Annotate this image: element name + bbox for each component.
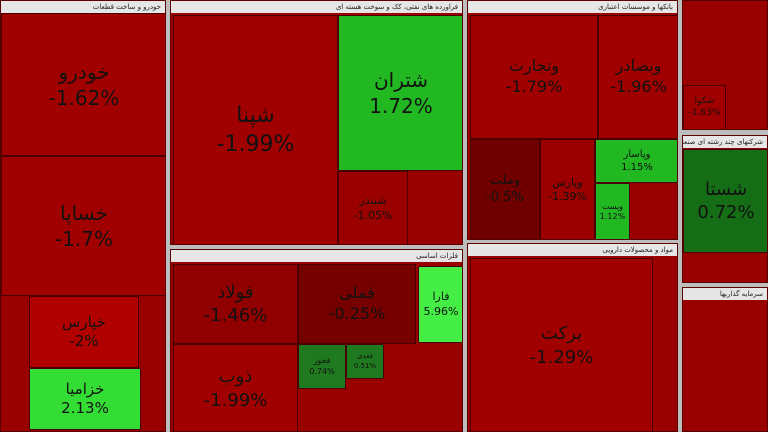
stock-tile: فخوز 0.74% [298,344,346,389]
stock-name: شتران [373,68,429,92]
stock-change: -1.05% [353,208,393,222]
sector-title: مواد و محصولات دارویی [468,244,677,256]
stock-change: -1.79% [505,77,563,96]
stock-change: -1.7% [54,227,114,251]
sector: شکوا -1.63% [682,0,768,130]
stock-name: وملت [489,173,521,189]
stock-tile: فولاد -1.46% [173,264,298,344]
sector-title: فلزات اساسی [171,250,462,262]
stock-change: -1.99% [203,389,268,411]
sector-title: شرکتهای چند رشته ای صنعتی [683,136,767,148]
stock-tile: فارا 5.96% [418,266,462,343]
stock-name: وتجارت [508,56,560,76]
stock-tile: ذوب -1.99% [173,344,298,431]
stock-name: خزامیا [65,379,105,398]
stock-name: شبندر [359,194,387,208]
stock-tile: وملت -0.5% [470,139,540,239]
sector-title: سرمایه گذاریها [683,288,767,300]
stock-name: وپاسار [623,149,651,160]
stock-change: 2.13% [61,399,109,417]
stock-change: -1.63% [688,108,721,118]
stock-name: خساپا [60,201,108,225]
sector-title: بانکها و موسسات اعتباری [468,1,677,13]
stock-name: فملی [339,283,375,303]
sector: خودرو و ساخت قطعات خودرو -1.62% خساپا -1.7% خ… [0,0,166,432]
stock-change: -1.46% [203,305,268,326]
stock-change: -1.99% [216,131,295,157]
stock-tile: شپنا -1.99% [173,15,338,244]
stock-tile: خساپا -1.7% [1,156,165,296]
stock-tile: وبصادر -1.96% [598,15,677,139]
stock-change: -1.62% [48,85,120,110]
stock-name: فغدی [357,352,373,361]
sector-title: فراورده های نفتی، کک و سوخت هسته ای [171,1,462,13]
stock-name: شپنا [236,102,275,128]
stock-tile: وتجارت -1.79% [470,15,598,139]
stock-change: -1.39% [548,190,587,203]
stock-tile: خزامیا 2.13% [29,368,141,430]
sector: شرکتهای چند رشته ای صنعتی شستا 0.72% [682,135,768,283]
stock-change: -0.5% [486,190,524,205]
stock-tile: خودرو -1.62% [1,13,165,156]
stock-tile: شستا 0.72% [683,149,767,253]
stock-name: خپارس [62,312,106,331]
stock-name: وپست [601,201,624,211]
sector: مواد و محصولات دارویی برکت -1.29% [467,243,678,432]
stock-change: 1.15% [621,162,653,173]
sector: سرمایه گذاریها [682,287,768,432]
stock-name: برکت [540,323,583,345]
stock-tile: شبندر -1.05% [338,171,408,244]
sector: فلزات اساسی فولاد -1.46% ذوب -1.99% فملی -0.25… [170,249,463,432]
stock-name: فخوز [313,356,331,366]
sector: فراورده های نفتی، کک و سوخت هسته ای شپنا -… [170,0,463,245]
stock-change: -0.25% [328,304,386,323]
stock-tile: وپست 1.12% [595,183,630,239]
stock-tile: شکوا -1.63% [683,85,726,129]
stock-change: 0.51% [353,361,377,370]
stock-tile: خپارس -2% [29,296,139,368]
stock-name: خودرو [58,59,110,84]
sector: بانکها و موسسات اعتباری وتجارت -1.79% وبصاد… [467,0,678,240]
stock-change: 1.12% [599,212,626,221]
stock-change: 5.96% [423,304,459,318]
stock-change: 1.72% [369,94,433,118]
stock-change: 0.74% [309,366,335,376]
stock-name: وپارس [552,175,583,189]
stock-change: 0.72% [697,202,755,223]
stock-name: فولاد [217,281,254,303]
stock-tile: فملی -0.25% [298,264,416,344]
stock-change: -1.96% [610,77,667,96]
sector-title: خودرو و ساخت قطعات [1,1,165,13]
stock-tile: وپاسار 1.15% [595,139,677,183]
stock-tile: وپارس -1.39% [540,139,595,239]
stock-change: -2% [69,332,99,350]
stock-tile: برکت -1.29% [470,258,653,431]
stock-name: شکوا [694,96,715,107]
stock-name: فارا [432,290,450,304]
stock-change: -1.29% [529,346,594,368]
stock-name: شستا [704,178,748,200]
stock-name: ذوب [218,366,253,388]
stock-tile: فغدی 0.51% [346,344,384,379]
stock-tile: شتران 1.72% [338,15,462,171]
stock-name: وبصادر [615,56,662,76]
